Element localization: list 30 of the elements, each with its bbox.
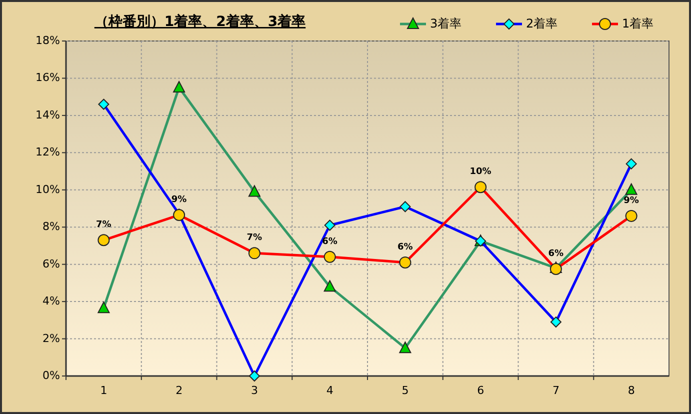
chart-title: （枠番別）1着率、2着率、3着率 [94,13,306,30]
data-label: 7% [246,233,262,244]
legend-label: 1着率 [622,16,654,30]
x-tick-label: 2 [176,384,183,397]
x-tick-label: 5 [402,384,409,397]
data-label: 6% [548,248,564,259]
x-tick-label: 8 [628,384,635,397]
y-tick-label: 12% [36,146,60,159]
x-tick-label: 6 [477,384,484,397]
legend-label: 2着率 [526,16,558,30]
y-tick-label: 10% [36,182,60,196]
legend-label: 3着率 [430,16,462,30]
y-tick-label: 8% [42,220,60,234]
x-tick-label: 7 [552,384,560,397]
y-tick-label: 2% [42,332,60,345]
data-label: 10% [470,167,492,178]
y-tick-label: 4% [42,294,60,308]
data-label: 6% [398,242,413,252]
x-tick-label: 4 [326,384,334,397]
y-tick-label: 16% [36,71,60,84]
data-label: 7% [96,220,112,230]
x-tick-label: 1 [100,384,108,397]
x-tick-label: 3 [250,384,258,397]
data-label: 9% [624,196,639,206]
data-label: 6% [322,236,338,247]
data-label: 9% [171,195,187,206]
y-tick-label: 6% [42,257,60,270]
y-tick-label: 18% [36,34,60,48]
y-tick-label: 0% [42,369,60,382]
y-tick-label: 14% [36,108,60,122]
